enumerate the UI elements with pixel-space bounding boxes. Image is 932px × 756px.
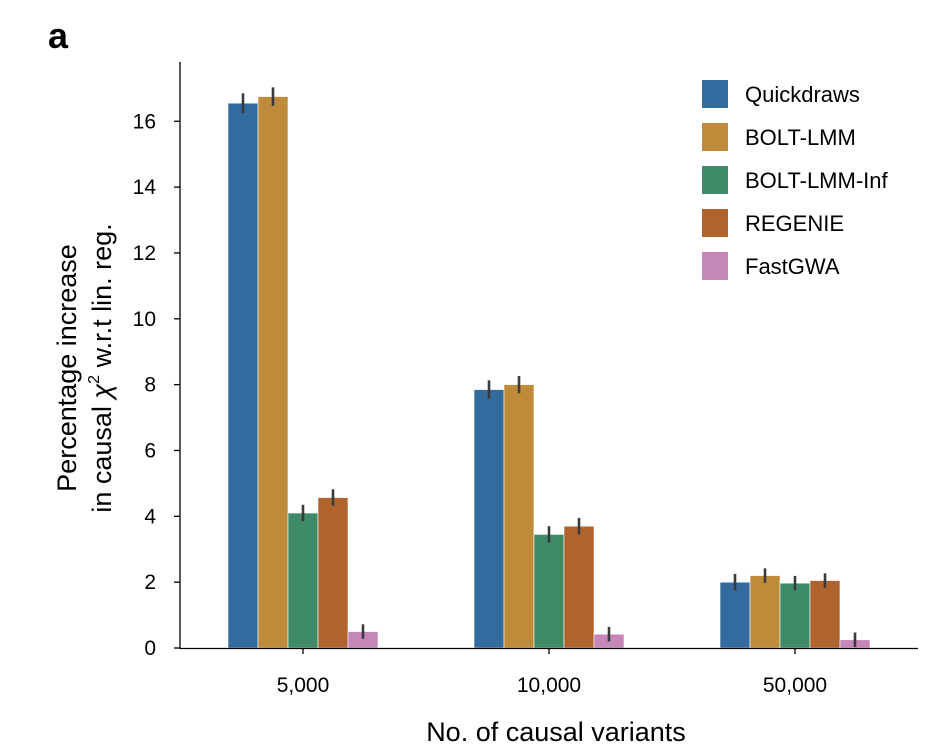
legend-label-regenie: REGENIE (745, 211, 844, 236)
y-tick-label: 2 (144, 571, 156, 594)
bar-bolt-lmm-3 (749, 575, 781, 649)
legend-label-fastgwa: FastGWA (745, 254, 840, 279)
legend-swatch-bolt-lmm (702, 123, 728, 151)
y-tick-label: 4 (144, 505, 156, 528)
legend-label-bolt-lmm-inf: BOLT-LMM-Inf (745, 168, 889, 193)
y-tick-label: 14 (133, 176, 157, 199)
bar-quickdraws-3 (719, 581, 751, 649)
legend-swatch-bolt-lmm-inf (702, 166, 728, 194)
legend-swatch-fastgwa (702, 252, 728, 280)
y-ticks: 0 2 4 6 8 10 12 14 16 (133, 110, 180, 660)
y-tick-label: 12 (133, 242, 156, 265)
bar-regenie-3 (809, 580, 841, 649)
legend: Quickdraws BOLT-LMM BOLT-LMM-Inf REGENIE Fas… (702, 80, 889, 280)
panel-label: a (48, 15, 69, 56)
bars-layer (227, 96, 871, 649)
bar-bolt-lmm-inf-2 (533, 534, 565, 649)
bar-regenie-2 (563, 525, 595, 649)
bar-quickdraws-1 (227, 102, 259, 649)
x-ticks: 5,000 10,000 50,000 (277, 648, 827, 697)
x-tick-label: 5,000 (277, 674, 330, 697)
y-axis-label-line1: Percentage increase (52, 244, 82, 492)
y-axis-label-line2: in causal χ2 w.r.t lin. reg. (86, 223, 117, 512)
y-axis-label: Percentage increase in causal χ2 w.r.t l… (52, 223, 117, 512)
bar-bolt-lmm-inf-1 (287, 512, 319, 649)
y-tick-label: 0 (144, 637, 156, 660)
error-bars-layer (241, 87, 857, 648)
legend-swatch-quickdraws (702, 80, 728, 108)
y-axis-label-superscript: 2 (86, 375, 103, 384)
y-axis-label-prefix: in causal (87, 399, 117, 513)
bar-quickdraws-2 (473, 389, 505, 649)
y-tick-label: 10 (133, 308, 156, 331)
legend-label-quickdraws: Quickdraws (745, 82, 860, 107)
bar-bolt-lmm-1 (257, 96, 289, 649)
y-axis-label-suffix: w.r.t lin. reg. (87, 223, 117, 375)
x-axis-label: No. of causal variants (426, 717, 686, 747)
bar-bolt-lmm-2 (503, 384, 535, 649)
x-tick-label: 50,000 (763, 674, 827, 697)
y-tick-label: 8 (144, 374, 156, 397)
y-axis-label-chi: χ (87, 383, 117, 401)
bar-bolt-lmm-inf-3 (779, 582, 811, 649)
bar-regenie-1 (317, 497, 349, 649)
legend-label-bolt-lmm: BOLT-LMM (745, 125, 856, 150)
legend-swatch-regenie (702, 209, 728, 237)
y-tick-label: 6 (144, 439, 156, 462)
x-tick-label: 10,000 (517, 674, 581, 697)
y-tick-label: 16 (133, 110, 156, 133)
